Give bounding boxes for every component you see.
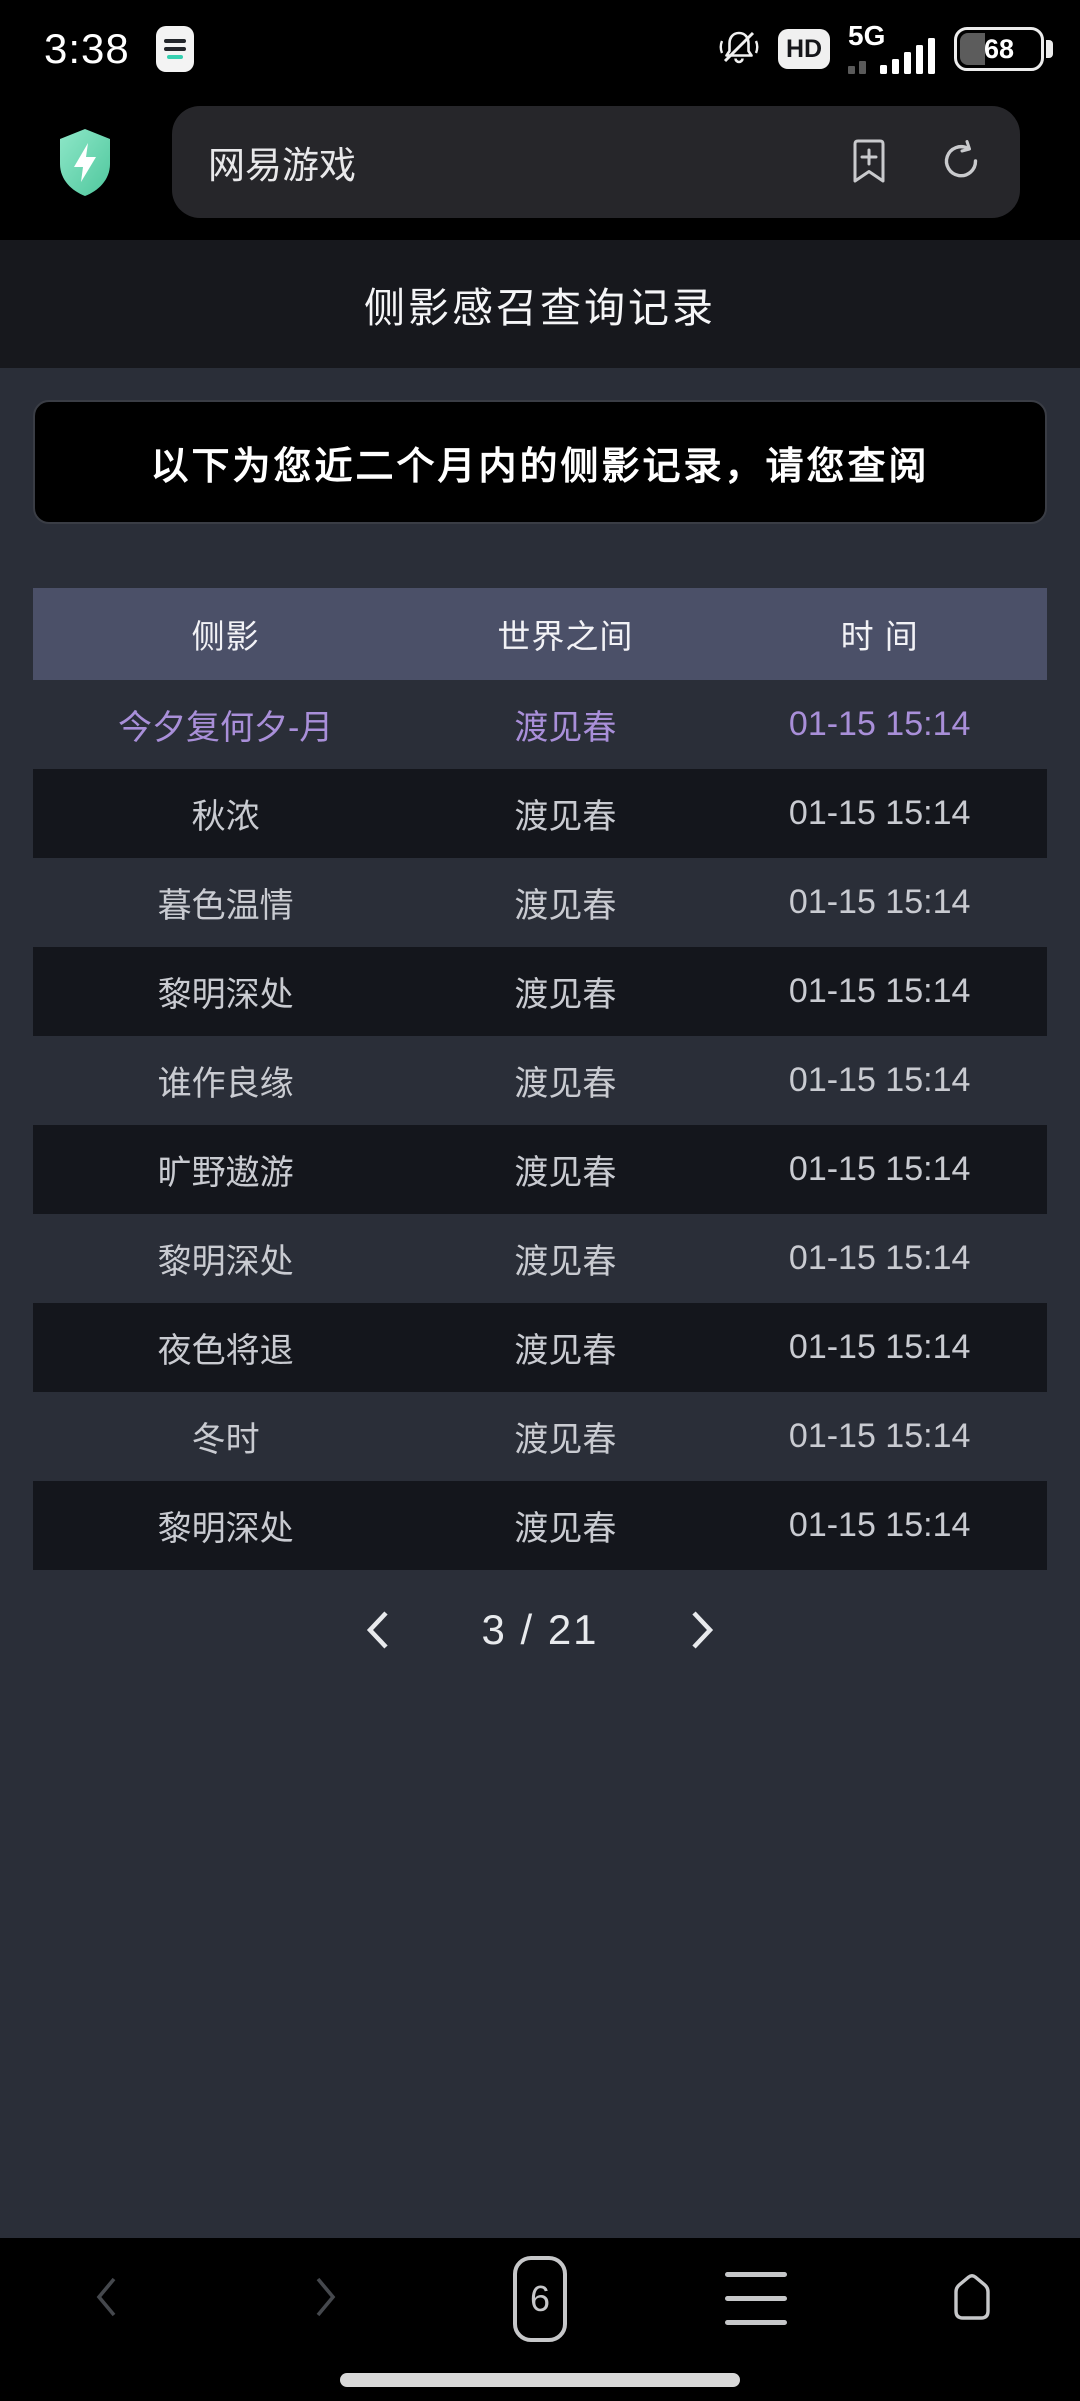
- cell-time: 01-15 15:14: [788, 705, 971, 743]
- cell-shadow: 黎明深处: [157, 1510, 294, 1548]
- nav-forward-button[interactable]: [296, 2269, 352, 2328]
- table-row: 黎明深处 渡见春 01-15 15:14: [33, 1214, 1047, 1303]
- table-row: 夜色将退 渡见春 01-15 15:14: [33, 1303, 1047, 1392]
- column-header-world: 世界之间: [497, 618, 634, 655]
- page-indicator: 3 / 21: [481, 1606, 599, 1653]
- refresh-button[interactable]: [938, 138, 984, 187]
- cell-shadow: 谁作良缘: [157, 1065, 294, 1103]
- records-table: 侧影 世界之间 时 间 今夕复何夕-月 渡见春 01-15 15:14 秋浓 渡…: [33, 588, 1047, 1570]
- column-header-time: 时 间: [840, 618, 919, 655]
- back-chevron-icon: [80, 2269, 136, 2328]
- tabs-icon: 6: [513, 2255, 567, 2342]
- cell-world: 渡见春: [514, 1332, 617, 1370]
- clock: 3:38: [44, 25, 130, 72]
- cell-shadow: 今夕复何夕-月: [117, 709, 334, 747]
- security-shield-icon[interactable]: [52, 125, 118, 199]
- table-row: 秋浓 渡见春 01-15 15:14: [33, 769, 1047, 858]
- network-type-label: 5G: [848, 20, 886, 51]
- cell-world: 渡见春: [514, 798, 617, 836]
- prev-page-button[interactable]: [349, 1600, 409, 1660]
- table-header-row: 侧影 世界之间 时 间: [33, 588, 1047, 680]
- cell-shadow: 黎明深处: [157, 976, 294, 1014]
- nav-menu-button[interactable]: [725, 2272, 787, 2325]
- battery-indicator: 68: [954, 27, 1053, 71]
- cell-shadow: 秋浓: [191, 798, 260, 836]
- forward-chevron-icon: [296, 2269, 352, 2328]
- cell-world: 渡见春: [514, 1243, 617, 1281]
- cell-time: 01-15 15:14: [788, 1417, 971, 1455]
- home-icon: [940, 2265, 1004, 2332]
- nav-tabs-button[interactable]: 6: [513, 2255, 567, 2342]
- refresh-icon: [938, 138, 984, 187]
- pagination: 3 / 21: [0, 1600, 1080, 1660]
- cell-time: 01-15 15:14: [788, 1506, 971, 1544]
- cell-world: 渡见春: [514, 1065, 617, 1103]
- battery-percent: 68: [983, 33, 1015, 64]
- status-bar: 3:38 HD 5G: [0, 0, 1080, 84]
- mute-vibrate-icon: [716, 24, 762, 75]
- cell-shadow: 暮色温情: [157, 887, 294, 925]
- notice-text: 以下为您近二个月内的侧影记录，请您查阅: [150, 445, 930, 488]
- cell-time: 01-15 15:14: [788, 1061, 971, 1099]
- tab-count: 6: [529, 2277, 551, 2319]
- cell-time: 01-15 15:14: [788, 1328, 971, 1366]
- cell-shadow: 夜色将退: [157, 1332, 294, 1370]
- nav-home-button[interactable]: [940, 2265, 1004, 2332]
- cell-shadow: 黎明深处: [157, 1243, 294, 1281]
- cell-world: 渡见春: [514, 976, 617, 1014]
- cell-shadow: 旷野遨游: [157, 1154, 294, 1192]
- cell-world: 渡见春: [514, 1421, 617, 1459]
- url-bar[interactable]: 网易游戏: [172, 106, 1020, 218]
- page-title: 侧影感召查询记录: [364, 285, 716, 331]
- add-bookmark-button[interactable]: [846, 134, 892, 191]
- page-header: 侧影感召查询记录: [0, 240, 1080, 368]
- cell-world: 渡见春: [514, 1510, 617, 1548]
- cell-time: 01-15 15:14: [788, 1150, 971, 1188]
- cell-time: 01-15 15:14: [788, 883, 971, 921]
- cell-world: 渡见春: [514, 709, 617, 747]
- notification-app-icon: [155, 26, 194, 72]
- cell-time: 01-15 15:14: [788, 972, 971, 1010]
- table-row: 黎明深处 渡见春 01-15 15:14: [33, 947, 1047, 1036]
- nav-back-button[interactable]: [80, 2269, 136, 2328]
- battery-fill: [960, 33, 986, 65]
- browser-toolbar: 网易游戏: [0, 84, 1080, 240]
- table-body: 今夕复何夕-月 渡见春 01-15 15:14 秋浓 渡见春 01-15 15:…: [33, 680, 1047, 1570]
- table-row: 谁作良缘 渡见春 01-15 15:14: [33, 1036, 1047, 1125]
- cell-world: 渡见春: [514, 887, 617, 925]
- next-page-button[interactable]: [671, 1600, 731, 1660]
- table-row: 黎明深处 渡见春 01-15 15:14: [33, 1481, 1047, 1570]
- battery-nub: [1046, 40, 1053, 58]
- menu-icon: [725, 2272, 787, 2325]
- bookmark-plus-icon: [846, 134, 892, 191]
- hd-badge: HD: [778, 29, 830, 69]
- url-text: 网易游戏: [208, 145, 356, 186]
- table-row: 旷野遨游 渡见春 01-15 15:14: [33, 1125, 1047, 1214]
- page-content: 以下为您近二个月内的侧影记录，请您查阅 侧影 世界之间 时 间 今夕复何夕-月 …: [0, 368, 1080, 2238]
- cell-shadow: 冬时: [191, 1421, 260, 1459]
- cell-time: 01-15 15:14: [788, 1239, 971, 1277]
- table-row: 今夕复何夕-月 渡见春 01-15 15:14: [33, 680, 1047, 769]
- column-header-shadow: 侧影: [191, 618, 260, 655]
- home-indicator-bar[interactable]: [340, 2373, 740, 2387]
- cell-time: 01-15 15:14: [788, 794, 971, 832]
- cell-world: 渡见春: [514, 1154, 617, 1192]
- signal-5g-icon: 5G: [846, 20, 938, 76]
- notice-banner: 以下为您近二个月内的侧影记录，请您查阅: [33, 400, 1047, 524]
- table-row: 冬时 渡见春 01-15 15:14: [33, 1392, 1047, 1481]
- table-row: 暮色温情 渡见春 01-15 15:14: [33, 858, 1047, 947]
